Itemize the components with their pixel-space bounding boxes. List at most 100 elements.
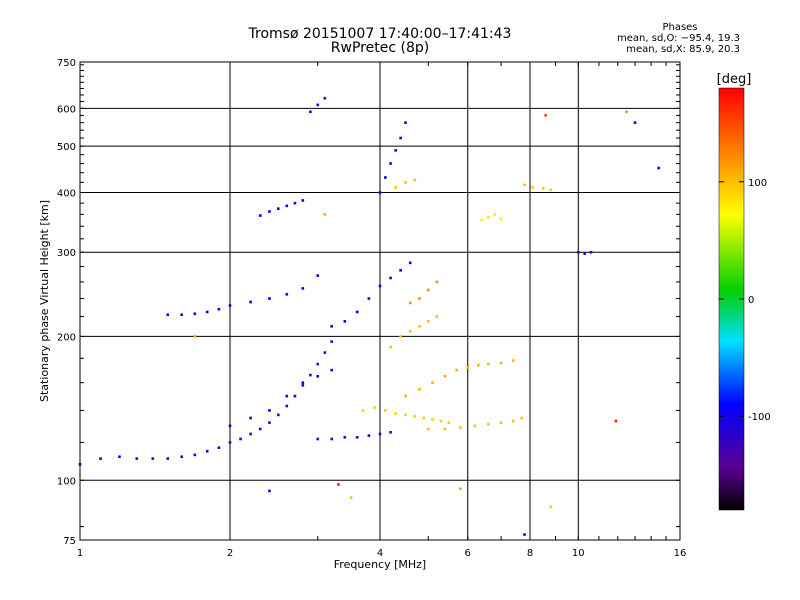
echo-point	[399, 268, 402, 272]
echo-point	[384, 409, 387, 412]
echo-point	[301, 384, 305, 387]
echo-point	[323, 96, 327, 100]
echo-point	[487, 362, 490, 366]
echo-point	[459, 487, 462, 491]
x-tick-label: 2	[227, 548, 233, 559]
echo-point	[285, 204, 289, 208]
echo-point	[404, 121, 407, 124]
echo-point	[301, 199, 305, 202]
echo-point	[355, 310, 359, 314]
chart-title: Tromsø 20151007 17:40:00–17:41:43	[248, 26, 512, 42]
echo-point	[193, 453, 197, 457]
x-tick-label: 10	[572, 548, 585, 559]
echo-point	[404, 181, 407, 184]
chart-subtitle: RwPretec (8p)	[330, 40, 430, 56]
echo-point	[151, 457, 155, 460]
echo-point	[217, 307, 221, 311]
phases-title: Phases	[662, 22, 698, 33]
echo-point	[389, 162, 392, 165]
echo-point	[343, 320, 347, 323]
echo-point	[293, 394, 297, 398]
echo-point	[166, 457, 170, 460]
echo-point	[426, 427, 430, 431]
echo-point	[285, 394, 289, 398]
echo-point	[228, 304, 232, 307]
echo-point	[439, 419, 443, 423]
y-axis-label: Stationary phase Virtual Height [km]	[38, 200, 51, 402]
y-tick-label: 100	[57, 476, 76, 487]
echo-point	[487, 422, 490, 426]
echo-point	[633, 121, 637, 124]
echo-point	[361, 409, 365, 412]
y-tick-label: 200	[57, 332, 76, 343]
echo-point	[180, 313, 184, 317]
echo-point	[408, 261, 412, 265]
echo-point	[435, 280, 439, 284]
echo-point	[384, 176, 387, 179]
echo-point	[520, 416, 524, 420]
echo-point	[285, 404, 289, 408]
echo-point	[426, 320, 430, 323]
x-tick-label: 1	[77, 548, 83, 559]
echo-point	[404, 394, 407, 398]
x-tick-label: 6	[465, 548, 471, 559]
echo-point	[193, 312, 197, 316]
x-tick-label: 8	[527, 548, 533, 559]
echo-point	[268, 421, 271, 424]
x-axis-label: Frequency [MHz]	[334, 558, 426, 571]
echo-point	[466, 366, 470, 369]
echo-point	[323, 351, 327, 354]
echo-point	[473, 424, 477, 428]
echo-point	[499, 361, 503, 365]
echo-point	[657, 166, 660, 170]
echo-point	[493, 213, 497, 216]
echo-point	[614, 419, 618, 423]
echo-point	[239, 437, 242, 441]
echo-point	[589, 250, 593, 254]
echo-point	[480, 218, 484, 222]
echo-point	[323, 213, 327, 216]
echo-point	[301, 287, 305, 290]
echo-point	[205, 310, 209, 314]
echo-point	[367, 297, 371, 300]
echo-point	[408, 329, 412, 333]
phases-x-stats: mean, sd,X: 85.9, 20.3	[626, 44, 740, 55]
echo-point	[487, 215, 490, 219]
echo-point	[576, 250, 580, 254]
echo-point	[523, 533, 526, 536]
echo-point	[523, 183, 526, 187]
echo-point	[301, 381, 305, 385]
echo-point	[431, 418, 434, 421]
y-tick-label: 75	[63, 536, 76, 547]
echo-point	[276, 413, 280, 417]
echo-point	[249, 432, 252, 436]
echo-point	[389, 431, 392, 434]
x-tick-label: 16	[674, 548, 687, 559]
echo-point	[309, 110, 312, 114]
echo-point	[531, 186, 534, 189]
echo-point	[330, 324, 334, 328]
colorbar-tick-label: -100	[748, 412, 771, 423]
echo-point	[378, 284, 382, 288]
echo-point	[135, 457, 139, 460]
colorbar-label: [deg]	[717, 72, 752, 87]
echo-point	[544, 114, 547, 117]
echo-point	[459, 426, 462, 429]
echo-point	[408, 301, 412, 305]
echo-point	[309, 373, 312, 377]
y-tick-label: 600	[57, 104, 76, 115]
echo-point	[355, 436, 359, 439]
echo-point	[268, 210, 271, 213]
echo-point	[217, 446, 221, 449]
echo-point	[228, 441, 232, 444]
echo-point	[378, 432, 382, 436]
colorbar-ticks: 100 0 -100	[719, 178, 771, 423]
echo-point	[477, 363, 480, 367]
echo-point	[394, 149, 397, 152]
echo-point	[549, 505, 552, 509]
echo-point	[549, 188, 552, 192]
echo-point	[268, 489, 271, 493]
echo-point	[394, 412, 397, 415]
echo-point	[399, 335, 402, 338]
